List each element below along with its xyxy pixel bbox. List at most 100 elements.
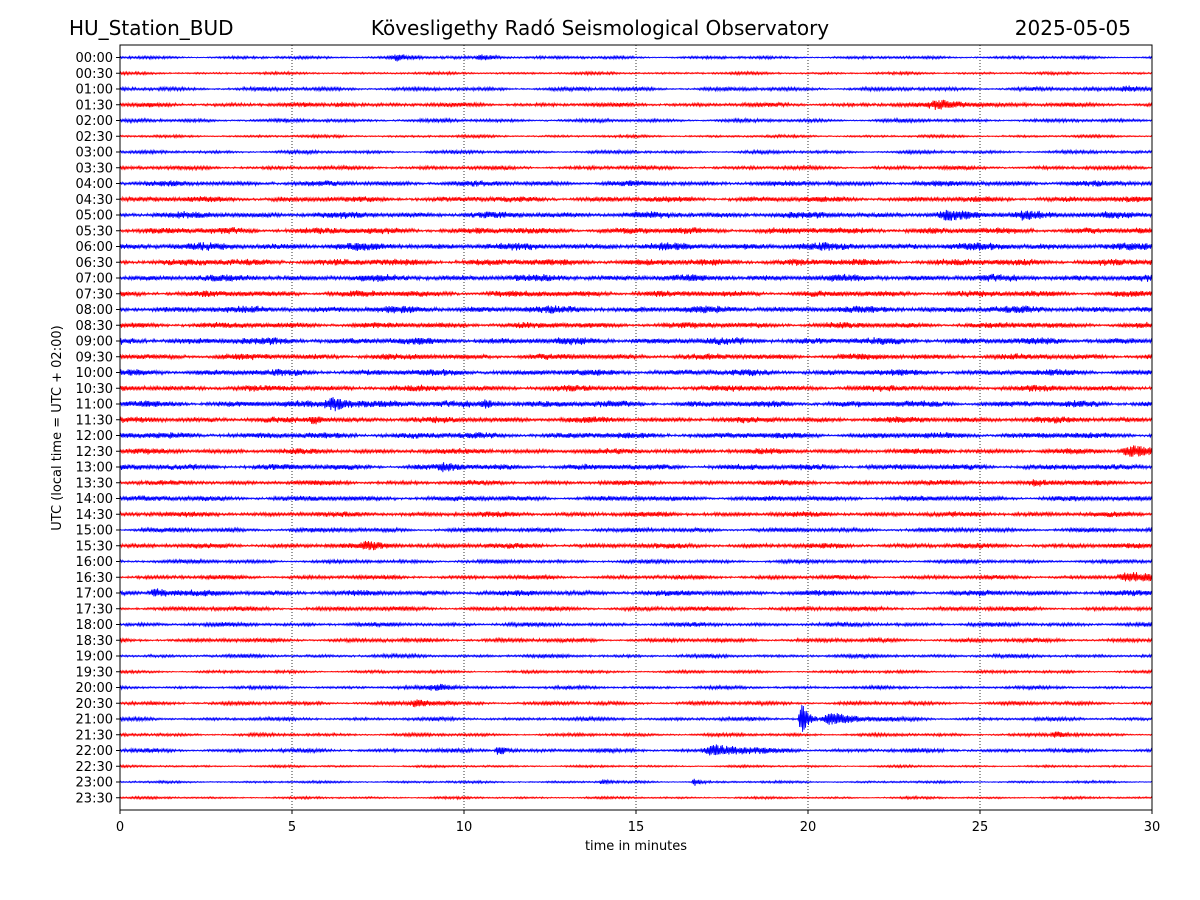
row-label-18:00: 18:00 <box>76 618 113 633</box>
row-label-23:00: 23:00 <box>76 776 113 791</box>
trace-row-06:00 <box>119 242 1153 251</box>
row-label-21:30: 21:30 <box>76 728 113 743</box>
row-label-11:30: 11:30 <box>76 413 113 428</box>
row-label-15:00: 15:00 <box>76 524 113 539</box>
row-label-20:30: 20:30 <box>76 697 113 712</box>
row-label-03:00: 03:00 <box>76 146 113 161</box>
trace-row-11:00 <box>119 397 1153 412</box>
trace-row-22:30 <box>119 763 1153 769</box>
trace-row-15:00 <box>119 526 1153 534</box>
trace-row-00:30 <box>119 70 1153 77</box>
row-label-18:30: 18:30 <box>76 634 113 649</box>
trace-row-17:00 <box>119 588 1153 597</box>
row-label-06:00: 06:00 <box>76 240 113 255</box>
x-tick-label-30: 30 <box>1144 820 1161 835</box>
x-tick-label-0: 0 <box>116 820 124 835</box>
trace-row-01:00 <box>119 85 1153 93</box>
x-tick-label-25: 25 <box>972 820 989 835</box>
row-label-06:30: 06:30 <box>76 256 113 271</box>
trace-row-00:00 <box>119 54 1153 62</box>
trace-row-02:00 <box>119 116 1153 125</box>
row-label-00:00: 00:00 <box>76 51 113 66</box>
row-label-04:30: 04:30 <box>76 193 113 208</box>
trace-row-23:30 <box>119 794 1153 801</box>
row-label-09:00: 09:00 <box>76 335 113 350</box>
row-label-04:00: 04:00 <box>76 177 113 192</box>
trace-row-05:30 <box>119 227 1153 235</box>
trace-row-18:00 <box>119 620 1153 629</box>
trace-row-20:30 <box>119 699 1153 708</box>
trace-row-16:00 <box>119 557 1153 566</box>
y-axis-label: UTC (local time = UTC + 02:00) <box>50 325 65 530</box>
trace-row-23:00 <box>119 778 1153 786</box>
trace-row-06:30 <box>119 258 1153 266</box>
trace-row-14:30 <box>119 510 1153 519</box>
trace-row-12:00 <box>119 431 1153 440</box>
trace-row-16:30 <box>119 572 1153 582</box>
row-label-08:30: 08:30 <box>76 319 113 334</box>
x-tick-label-20: 20 <box>800 820 817 835</box>
row-label-13:00: 13:00 <box>76 461 113 476</box>
row-label-22:00: 22:00 <box>76 744 113 759</box>
trace-row-13:00 <box>119 462 1153 473</box>
station-title: HU_Station_BUD <box>69 16 234 40</box>
x-tick-label-10: 10 <box>456 820 473 835</box>
trace-row-20:00 <box>119 683 1153 692</box>
row-label-10:30: 10:30 <box>76 382 113 397</box>
row-label-12:00: 12:00 <box>76 429 113 444</box>
trace-row-08:00 <box>119 305 1153 314</box>
trace-row-22:00 <box>119 744 1153 756</box>
row-label-09:30: 09:30 <box>76 350 113 365</box>
trace-row-21:30 <box>119 731 1153 739</box>
trace-row-13:30 <box>119 479 1153 487</box>
trace-row-07:30 <box>119 290 1153 298</box>
trace-row-17:30 <box>119 605 1153 613</box>
row-label-13:30: 13:30 <box>76 476 113 491</box>
trace-row-02:30 <box>119 133 1153 140</box>
trace-row-03:00 <box>119 148 1153 156</box>
trace-row-04:30 <box>119 195 1153 203</box>
trace-row-15:30 <box>119 540 1153 551</box>
trace-row-04:00 <box>119 179 1153 188</box>
row-label-01:00: 01:00 <box>76 83 113 98</box>
trace-row-10:00 <box>119 368 1153 377</box>
trace-row-08:30 <box>119 321 1153 329</box>
row-label-03:30: 03:30 <box>76 161 113 176</box>
row-label-01:30: 01:30 <box>76 98 113 113</box>
row-label-14:30: 14:30 <box>76 508 113 523</box>
trace-row-03:30 <box>119 164 1153 172</box>
x-tick-label-5: 5 <box>288 820 296 835</box>
row-label-22:30: 22:30 <box>76 760 113 775</box>
row-label-05:00: 05:00 <box>76 209 113 224</box>
row-label-10:00: 10:00 <box>76 366 113 381</box>
row-label-19:00: 19:00 <box>76 650 113 665</box>
x-axis-label: time in minutes <box>585 839 687 854</box>
trace-row-21:00 <box>119 705 1153 732</box>
seismic-traces <box>119 54 1153 801</box>
trace-row-09:00 <box>119 337 1153 346</box>
grid-lines <box>291 45 981 810</box>
row-label-11:00: 11:00 <box>76 398 113 413</box>
row-label-19:30: 19:30 <box>76 665 113 680</box>
row-label-17:30: 17:30 <box>76 602 113 617</box>
date-title: 2025-05-05 <box>1014 16 1131 40</box>
row-label-07:00: 07:00 <box>76 272 113 287</box>
row-label-00:30: 00:30 <box>76 67 113 82</box>
row-label-05:30: 05:30 <box>76 224 113 239</box>
row-label-15:30: 15:30 <box>76 539 113 554</box>
row-label-21:00: 21:00 <box>76 713 113 728</box>
row-label-20:00: 20:00 <box>76 681 113 696</box>
row-label-16:00: 16:00 <box>76 555 113 570</box>
row-label-02:00: 02:00 <box>76 114 113 129</box>
trace-row-09:30 <box>119 353 1153 361</box>
trace-row-10:30 <box>119 384 1153 392</box>
trace-row-07:00 <box>119 273 1153 283</box>
trace-row-12:30 <box>119 445 1153 457</box>
row-label-14:00: 14:00 <box>76 492 113 507</box>
x-tick-label-15: 15 <box>628 820 645 835</box>
observatory-title: Kövesligethy Radó Seismological Observat… <box>370 16 830 40</box>
row-label-02:30: 02:30 <box>76 130 113 145</box>
trace-row-19:30 <box>119 668 1153 675</box>
trace-row-01:30 <box>119 99 1153 110</box>
